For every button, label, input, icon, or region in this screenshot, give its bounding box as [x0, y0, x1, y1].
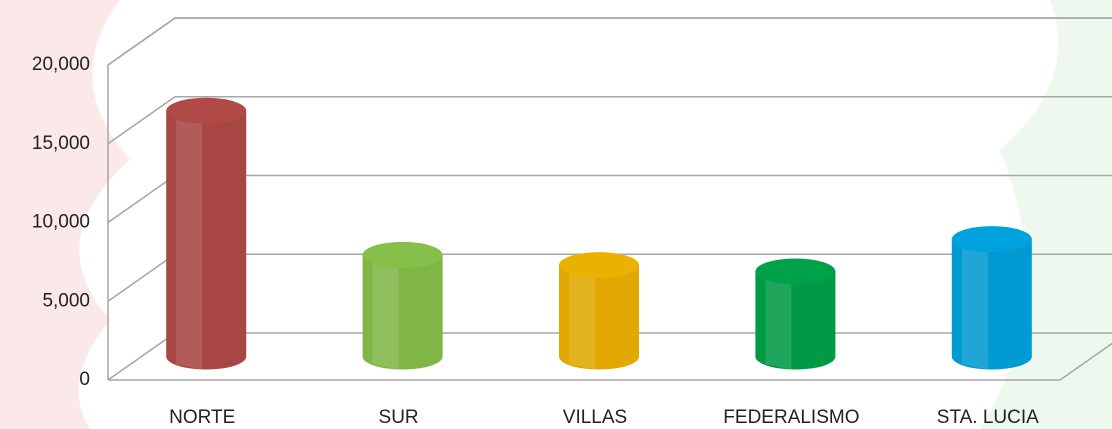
bar-body	[166, 110, 247, 370]
bar	[362, 241, 443, 370]
bar-top-shade	[362, 241, 443, 268]
grid-line	[107, 17, 1112, 66]
bar-body	[362, 254, 443, 370]
x-tick-label: SUR	[379, 407, 419, 428]
bar-top-shade	[559, 252, 639, 279]
bar-top	[951, 226, 1032, 253]
y-tick-label: 0	[79, 369, 90, 390]
x-tick-label: NORTE	[169, 407, 235, 428]
bar-top	[559, 252, 639, 279]
y-tick-label: 15,000	[32, 133, 90, 154]
bar-shade	[559, 265, 639, 370]
x-tick-label: STA. LUCIA	[937, 407, 1039, 428]
y-tick-label: 10,000	[32, 212, 90, 233]
bar	[951, 226, 1032, 370]
bar-shade	[166, 110, 247, 370]
bar-light	[176, 110, 203, 370]
background-ornament	[0, 0, 130, 429]
x-tick-label: FEDERALISMO	[723, 407, 859, 428]
bar-top-shade	[951, 226, 1032, 253]
bar-top	[755, 258, 836, 285]
bar-shade	[755, 271, 836, 370]
x-tick-label: VILLAS	[563, 407, 627, 428]
bar-top	[166, 97, 247, 124]
grid-line	[107, 96, 1112, 145]
y-tick-label: 5,000	[42, 290, 90, 311]
bar-light	[372, 254, 399, 370]
bar-body	[951, 239, 1032, 370]
bar-shade	[362, 254, 443, 370]
bar-body	[559, 265, 639, 370]
bar-light	[765, 271, 792, 370]
bar-light	[961, 239, 988, 370]
bar-light	[569, 265, 595, 370]
floor	[108, 342, 1112, 381]
bar-shade	[951, 239, 1032, 370]
bar-top	[362, 241, 443, 268]
bar-body	[755, 271, 836, 370]
y-tick-label: 20,000	[32, 54, 90, 75]
bar-top-shade	[755, 258, 836, 285]
bar	[559, 252, 639, 370]
bar-top-shade	[166, 97, 247, 124]
bar	[166, 97, 247, 370]
background-ornament	[980, 0, 1112, 429]
grid-line	[107, 174, 1112, 224]
bar	[755, 258, 836, 370]
